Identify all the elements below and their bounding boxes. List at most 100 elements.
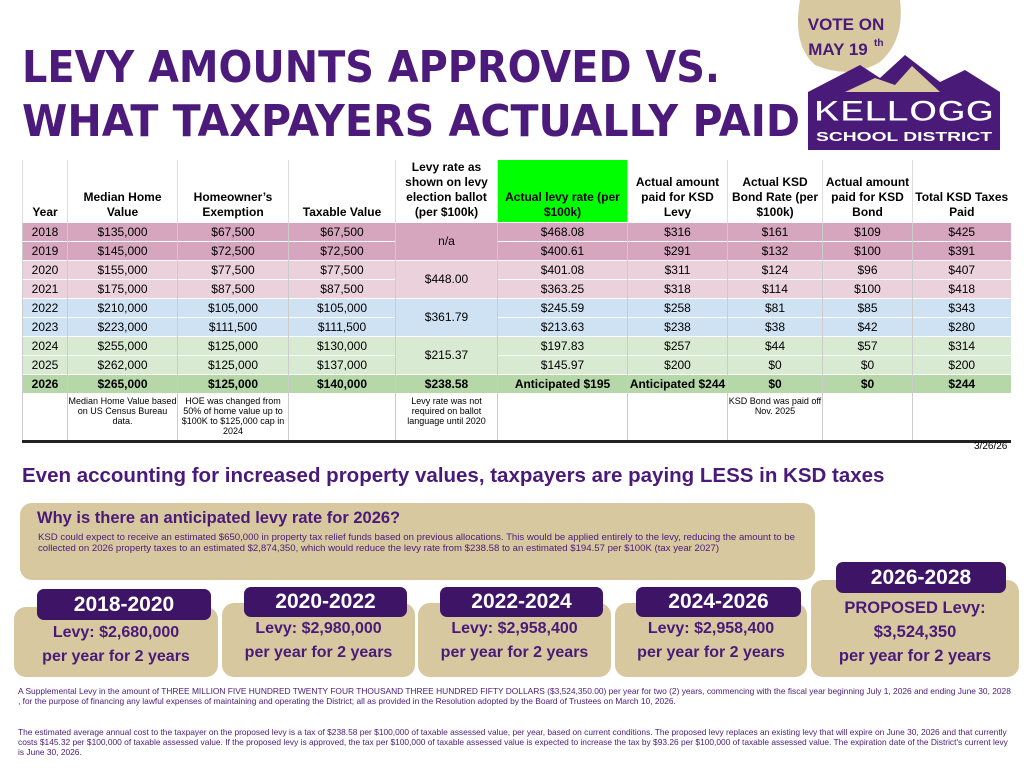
table-cell: $238 [627, 317, 728, 337]
table-cell: $105,000 [177, 298, 289, 318]
card-line: per year for 2 years [42, 648, 190, 665]
table-cell: $145,000 [67, 241, 178, 261]
note-cell [822, 393, 913, 442]
table-cell: Anticipated $244 [627, 374, 728, 393]
table-cell: $67,500 [288, 222, 396, 242]
table-cell: $407 [912, 260, 1011, 280]
table-row: 2022 $210,000 $105,000 $105,000 $361.79 $245.… [22, 298, 1011, 337]
table-row: 2023 $223,000 $111,500 $111,500 $213.63 $238 $… [22, 317, 1011, 337]
table-cell: $245.59 [497, 298, 628, 318]
table-cell: $314 [912, 336, 1011, 356]
note-cell [288, 393, 396, 442]
card-period: 2024-2026 [636, 587, 801, 617]
card-line: $3,524,350 [873, 623, 957, 641]
table-cell: $125,000 [177, 355, 289, 375]
table-cell: $255,000 [67, 336, 178, 356]
table-cell: $77,500 [177, 260, 289, 280]
column-header: Total KSD Taxes Paid [912, 160, 1011, 223]
table-cell: $400.61 [497, 241, 628, 261]
table-cell: $0 [822, 374, 913, 393]
table-cell: $67,500 [177, 222, 289, 242]
table-cell: $42 [822, 317, 913, 337]
card-line: Levy: $2,958,400 [451, 620, 578, 637]
table-cell: $0 [727, 374, 823, 393]
table-cell: $200 [912, 355, 1011, 375]
table-cell: $363.25 [497, 279, 628, 299]
table-cell: $280 [912, 317, 1011, 337]
table-cell: $262,000 [67, 355, 178, 375]
table-cell: $85 [822, 298, 913, 318]
table-cell: $418 [912, 279, 1011, 299]
column-header: Actual KSD Bond Rate (per $100k) [727, 160, 823, 223]
table-date: 3/26/26 [974, 441, 1008, 452]
table-cell: $258 [627, 298, 728, 318]
table-cell: $100 [822, 279, 913, 299]
badge-text: VOTE ON [808, 15, 885, 34]
levy-rate-cell: $361.79 [395, 298, 498, 337]
table-cell: $291 [627, 241, 728, 261]
table-cell: $114 [727, 279, 823, 299]
subtitle: Even accounting for increased property v… [22, 464, 885, 487]
table-cell: $81 [727, 298, 823, 318]
question-title: Why is there an anticipated levy rate fo… [37, 509, 401, 527]
note-cell [627, 393, 728, 442]
table-cell: 2026 [22, 374, 68, 393]
badge-text: MAY 19 [808, 40, 868, 59]
column-header: Taxable Value [288, 160, 396, 223]
note-cell: KSD Bond was paid off Nov. 2025 [727, 393, 823, 442]
table-cell: $132 [727, 241, 823, 261]
logo-peak [845, 66, 940, 92]
table-cell: $109 [822, 222, 913, 242]
table-cell: $137,000 [288, 355, 396, 375]
table-cell: $96 [822, 260, 913, 280]
table-cell: $0 [727, 355, 823, 375]
table-cell: $140,000 [288, 374, 396, 393]
table-cell: $311 [627, 260, 728, 280]
table-cell: $145.97 [497, 355, 628, 375]
table-cell: $265,000 [67, 374, 178, 393]
card-period: 2018-2020 [37, 589, 211, 620]
table-cell: $44 [727, 336, 823, 356]
table-row: 2021 $175,000 $87,500 $87,500 $363.25 $318 $11… [22, 279, 1011, 299]
levy-rate-cell: n/a [395, 222, 498, 261]
table-cell: 2018 [22, 222, 68, 242]
table-cell: 2025 [22, 355, 68, 375]
table-cell: $257 [627, 336, 728, 356]
card-line: Levy: $2,680,000 [52, 624, 180, 641]
note-cell [497, 393, 628, 442]
levy-rate-cell: $448.00 [395, 260, 498, 299]
table-cell: $72,500 [288, 241, 396, 261]
notes-row: Median Home Value based on US Census Bur… [22, 393, 1011, 442]
column-header: Homeowner’s Exemption [177, 160, 289, 223]
table-cell: $244 [912, 374, 1011, 393]
header: LEVY AMOUNTS APPROVED VS. WHAT TAXPAYERS… [22, 0, 1000, 150]
badge-shape [797, 0, 901, 72]
table-cell: $161 [727, 222, 823, 242]
card-line: per year for 2 years [440, 644, 589, 661]
logo-mountain [808, 55, 1000, 150]
table-cell: 2024 [22, 336, 68, 356]
levy-rate-cell: $238.58 [395, 374, 498, 393]
table-cell: 2021 [22, 279, 68, 299]
logo-subtitle: SCHOOL DISTRICT [816, 129, 992, 144]
column-header: Median Home Value [67, 160, 178, 223]
note-cell: Median Home Value based on US Census Bur… [67, 393, 178, 442]
table-cell: Anticipated $195 [497, 374, 628, 393]
table-row: 2020 $155,000 $77,500 $77,500 $448.00 $401.08… [22, 260, 1011, 299]
card-line: per year for 2 years [637, 644, 785, 661]
table-row: 2025 $262,000 $125,000 $137,000 $145.97 $200 $… [22, 355, 1011, 375]
table-cell: $468.08 [497, 222, 628, 242]
table-cell: $124 [727, 260, 823, 280]
table-cell: $316 [627, 222, 728, 242]
table-cell: $343 [912, 298, 1011, 318]
table-cell: $38 [727, 317, 823, 337]
column-header: Year [22, 160, 68, 223]
table-cell: $111,500 [177, 317, 289, 337]
title-line: WHAT TAXPAYERS ACTUALLY PAID [22, 96, 800, 147]
footer-text: The estimated average annual cost to the… [18, 727, 1008, 757]
column-header: Actual amount paid for KSD Bond [822, 160, 913, 223]
table-cell: $175,000 [67, 279, 178, 299]
table-row: 2019 $145,000 $72,500 $72,500 $400.61 $291 $13… [22, 241, 1011, 261]
footer-text: A Supplemental Levy in the amount of THR… [18, 686, 1011, 706]
table-cell: $425 [912, 222, 1011, 242]
